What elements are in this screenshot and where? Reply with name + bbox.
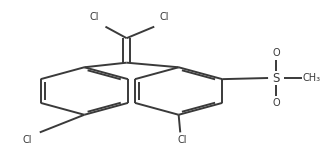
Text: O: O (272, 49, 280, 58)
Text: CH₃: CH₃ (303, 73, 321, 83)
Text: Cl: Cl (23, 135, 32, 145)
Text: Cl: Cl (177, 135, 187, 145)
Text: Cl: Cl (159, 12, 169, 22)
Text: S: S (273, 71, 280, 85)
Text: O: O (272, 98, 280, 107)
Text: Cl: Cl (89, 12, 99, 22)
